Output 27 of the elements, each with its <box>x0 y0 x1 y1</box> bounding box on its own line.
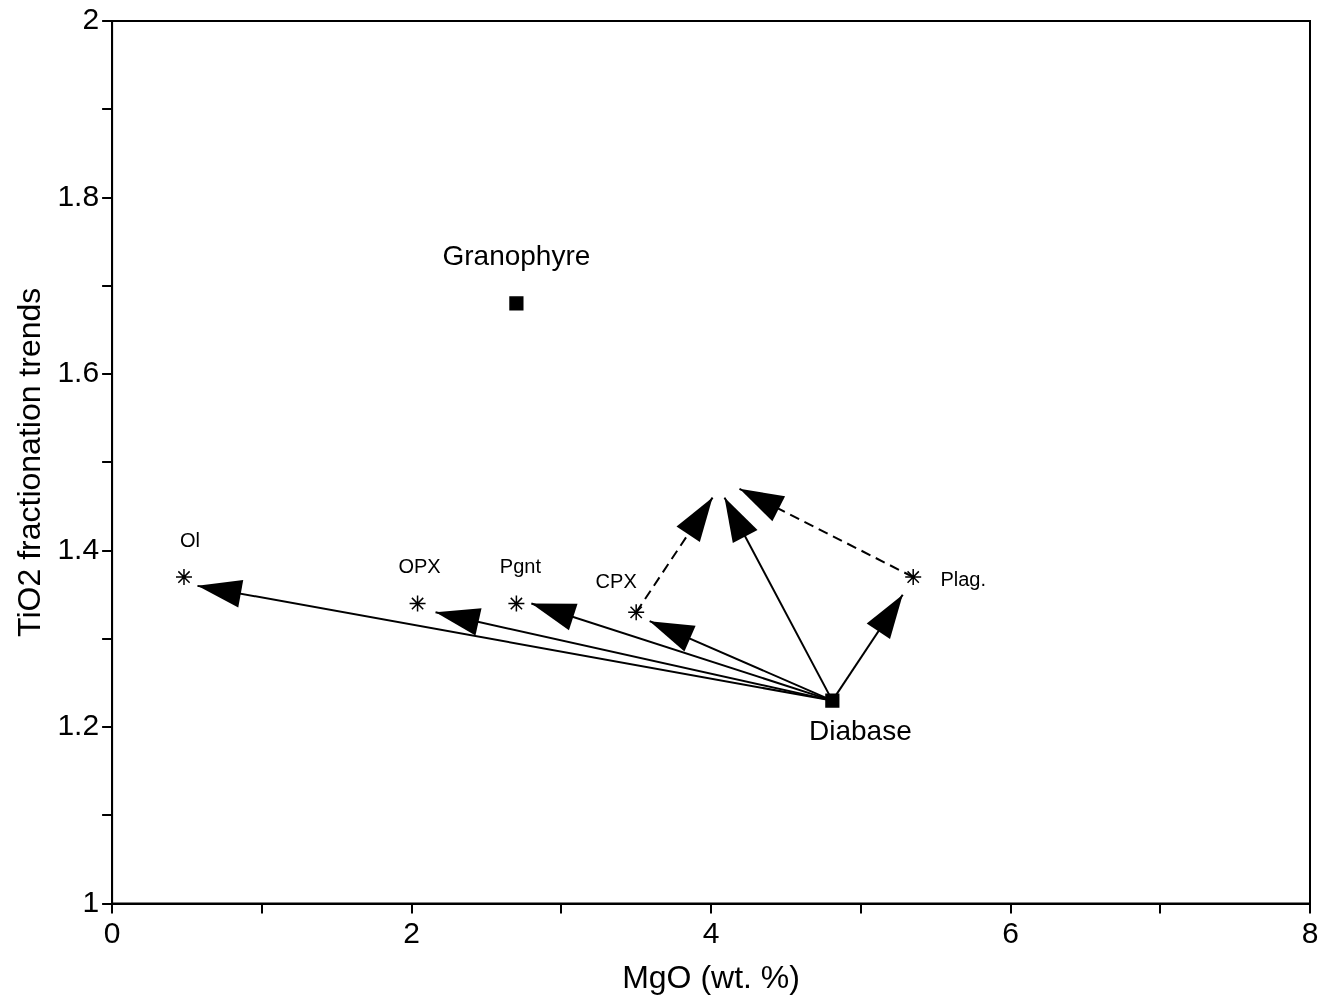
annotation: Ol <box>179 528 200 551</box>
annotation: CPX <box>595 569 637 592</box>
y-axis-title: TiO2 fractionation trends <box>11 287 48 637</box>
point <box>507 594 526 613</box>
annotation: OPX <box>398 555 441 578</box>
annotation: Diabase <box>808 715 912 747</box>
x-tick-label: 2 <box>403 915 420 949</box>
point <box>825 693 840 708</box>
point <box>904 568 922 586</box>
point <box>509 296 524 311</box>
y-tick-label: 1.8 <box>57 178 100 212</box>
point <box>408 594 427 613</box>
point <box>175 568 193 586</box>
y-tick-label: 1.6 <box>57 355 100 389</box>
x-tick-label: 0 <box>103 915 121 949</box>
annotation: Pgnt <box>499 555 542 578</box>
x-tick-label: 8 <box>1301 915 1319 949</box>
y-tick-label: 2 <box>82 2 100 36</box>
x-tick-label: 6 <box>1002 915 1019 949</box>
point <box>627 603 645 622</box>
x-tick-label: 4 <box>702 915 720 949</box>
y-tick-label: 1.2 <box>57 708 100 742</box>
y-tick-label: 1.4 <box>57 531 100 565</box>
x-axis-title: MgO (wt. %) <box>622 958 800 995</box>
annotation: Plag. <box>940 567 986 590</box>
annotation: Granophyre <box>442 240 591 272</box>
y-tick-label: 1 <box>82 884 100 918</box>
